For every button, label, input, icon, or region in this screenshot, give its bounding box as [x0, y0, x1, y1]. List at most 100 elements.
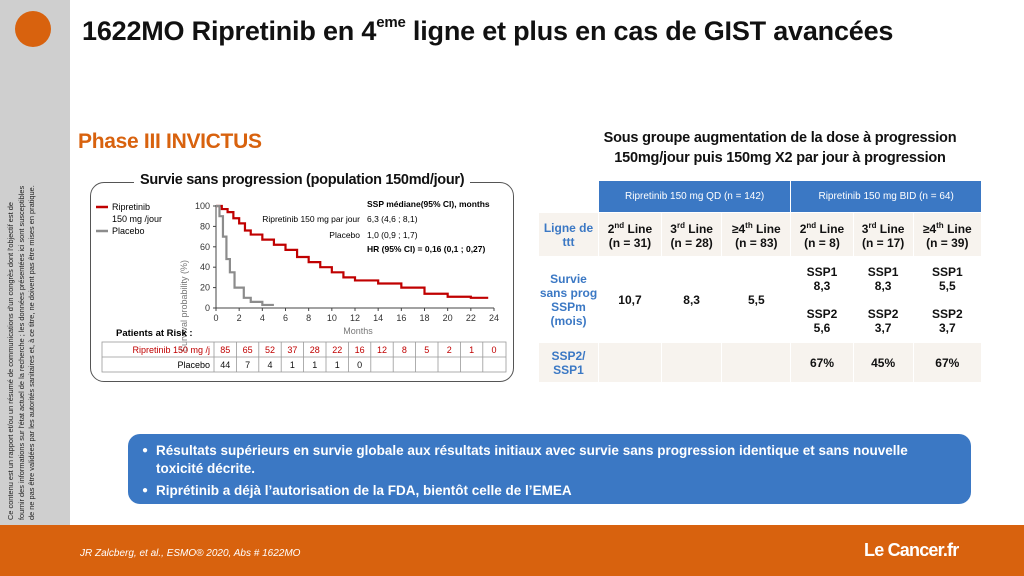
row-label-ssp: Survie sans prog SSPm (mois)	[538, 256, 599, 343]
line-header: ≥4th Line (n = 83)	[721, 212, 792, 257]
ratio-empty-cell	[721, 342, 792, 383]
ssp-bid-cell: SSP1 8,3 SSP2 5,6	[790, 256, 854, 343]
stats-pla-label: Placebo	[329, 230, 360, 240]
line-n: (n = 31)	[608, 236, 652, 250]
ssp2-value: 5,6	[813, 320, 831, 335]
line-n: (n = 17)	[861, 236, 905, 250]
line-n: (n = 8)	[804, 236, 840, 250]
x-tick-label: 14	[373, 313, 383, 323]
risk-pla-count: 0	[357, 360, 362, 370]
x-tick-label: 18	[419, 313, 429, 323]
row-label-line: Ligne de ttt	[538, 212, 599, 257]
x-tick-label: 4	[260, 313, 265, 323]
risk-pla-label: Placebo	[177, 360, 210, 370]
disclaimer-vertical: Ce contenu est un rapport et/ou un résum…	[2, 180, 70, 525]
ssp2-value: 3,7	[938, 320, 956, 335]
subgroup-title-line2: 150mg/jour puis 150mg X2 par jour à prog…	[614, 150, 946, 166]
group-qd-header: Ripretinib 150 mg QD (n = 142)	[597, 180, 792, 213]
ssp1-label: SSP1	[806, 264, 838, 279]
line-ordinal: ≥4	[922, 222, 937, 236]
subgroup-title: Sous groupe augmentation de la dose à pr…	[560, 128, 1000, 168]
citation: JR Zalcberg, et al., ESMO® 2020, Abs # 1…	[80, 548, 301, 559]
ssp2-label: SSP2	[806, 306, 838, 321]
line-word: Line	[876, 222, 905, 236]
line-n: (n = 39)	[926, 236, 969, 250]
ssp1-value: 8,3	[813, 278, 831, 293]
line-word: Line	[684, 222, 713, 236]
y-tick-label: 80	[200, 221, 210, 231]
disclaimer-text: Ce contenu est un rapport et/ou un résum…	[6, 185, 37, 520]
km-chart: Ripretinib 150 mg /jour Placebo Survival…	[96, 199, 507, 373]
ssp2-value: 3,7	[874, 320, 892, 335]
km-chart-box	[90, 182, 514, 382]
ssp-bid-cell: SSP1 5,5 SSP2 3,7	[912, 256, 983, 343]
line-n: (n = 83)	[735, 236, 778, 250]
ratio-cell: 67%	[790, 342, 854, 383]
left-sidebar: Ce contenu est un rapport et/ou un résum…	[0, 0, 70, 525]
ssp1-label: SSP1	[867, 264, 899, 279]
line-word: Line	[816, 222, 845, 236]
x-tick-label: 16	[396, 313, 406, 323]
row-label-ratio: SSP2/ SSP1	[538, 342, 599, 383]
x-tick-label: 20	[443, 313, 453, 323]
line-word: Line	[752, 222, 781, 236]
line-ordinal-suffix: nd	[806, 221, 817, 230]
line-ordinal: 2	[799, 222, 807, 236]
legend-rip: Ripretinib	[112, 202, 150, 212]
subgroup-table: Ripretinib 150 mg QD (n = 142) Ripretini…	[538, 180, 983, 383]
title-main: 1622MO Ripretinib en 4	[82, 16, 377, 46]
x-tick-label: 12	[350, 313, 360, 323]
ratio-cell: 45%	[852, 342, 914, 383]
legend-placebo: Placebo	[112, 226, 145, 236]
ssp-qd-cell: 10,7	[598, 256, 662, 343]
line-ordinal: 3	[861, 222, 869, 236]
y-tick-label: 100	[195, 201, 210, 211]
y-tick-label: 0	[205, 303, 210, 313]
risk-pla-count: 1	[312, 360, 317, 370]
ssp2-label: SSP2	[931, 306, 963, 321]
ssp1-label: SSP1	[931, 264, 963, 279]
line-ordinal-suffix: rd	[676, 221, 685, 230]
title-rest: ligne et plus en cas de GIST avancées	[405, 16, 894, 46]
y-tick-label: 20	[200, 283, 210, 293]
line-header: 3rd Line (n = 17)	[852, 212, 914, 257]
risk-rip-count: 16	[355, 345, 365, 355]
risk-pla-count: 44	[220, 360, 230, 370]
ssp-qd-cell: 5,5	[721, 256, 792, 343]
x-tick-label: 10	[327, 313, 337, 323]
risk-rip-count: 28	[310, 345, 320, 355]
line-ordinal: ≥4	[731, 222, 746, 236]
subgroup-title-line1: Sous groupe augmentation de la dose à pr…	[603, 130, 957, 146]
risk-rip-count: 5	[424, 345, 429, 355]
table-corner	[538, 180, 599, 213]
line-header: 2nd Line (n = 8)	[790, 212, 854, 257]
ssp-qd-cell: 8,3	[660, 256, 723, 343]
conclusion-box: Résultats supérieurs en survie globale a…	[128, 434, 971, 504]
lecancer-logo: Le Cancer.fr	[864, 540, 959, 560]
x-tick-label: 0	[213, 313, 218, 323]
y-axis-label: Survival probability (%)	[179, 260, 189, 352]
x-axis-label: Months	[343, 326, 373, 336]
orange-dot-logo	[15, 11, 51, 47]
footer-bar	[0, 525, 1024, 576]
ssp-bid-cell: SSP1 8,3 SSP2 3,7	[852, 256, 914, 343]
line-word: Line	[624, 222, 653, 236]
risk-title: Patients at Risk :	[116, 328, 193, 339]
line-header: ≥4th Line (n = 39)	[912, 212, 983, 257]
slide-title: 1622MO Ripretinib en 4eme ligne et plus …	[82, 14, 1017, 47]
ratio-empty-cell	[660, 342, 723, 383]
line-ordinal: 3	[670, 222, 677, 236]
risk-pla-count: 1	[335, 360, 340, 370]
ratio-empty-cell	[598, 342, 662, 383]
ssp1-value: 8,3	[874, 278, 892, 293]
ratio-cell: 67%	[912, 342, 983, 383]
risk-rip-count: 22	[332, 345, 342, 355]
risk-rip-count: 1	[469, 345, 474, 355]
stats-hr: HR (95% CI) = 0,16 (0,1 ; 0,27)	[367, 244, 486, 254]
x-tick-label: 6	[283, 313, 288, 323]
x-tick-label: 2	[237, 313, 242, 323]
stats-header: SSP médiane(95% CI), months	[367, 199, 490, 209]
risk-rip-count: 0	[491, 345, 496, 355]
x-tick-label: 8	[306, 313, 311, 323]
stats-rip-value: 6,3 (4,6 ; 8,1)	[367, 214, 418, 224]
